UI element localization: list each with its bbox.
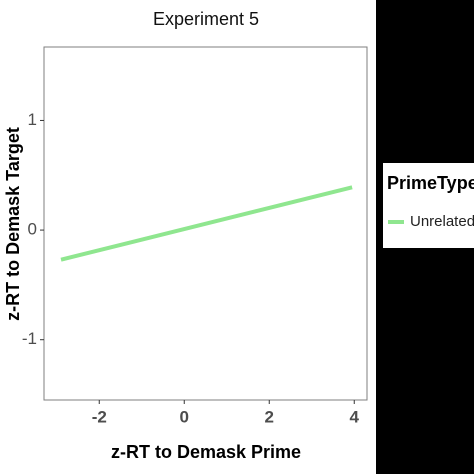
- x-tick-label: 0: [180, 407, 189, 426]
- y-tick-label: 1: [28, 110, 37, 129]
- x-tick-label: -2: [92, 407, 107, 426]
- y-tick-label: -1: [22, 329, 37, 348]
- line: [60, 185, 353, 262]
- x-axis-label: z-RT to Demask Prime: [111, 442, 301, 462]
- y-axis-label: z-RT to Demask Target: [3, 127, 23, 321]
- legend-label: Unrelated: [410, 213, 474, 230]
- legend-title: PrimeType: [387, 173, 474, 193]
- x-tick-label: 4: [350, 407, 360, 426]
- chart-title: Experiment 5: [153, 9, 259, 29]
- x-tick-label: 2: [265, 407, 274, 426]
- legend-box: [383, 163, 474, 248]
- y-tick-label: 0: [28, 220, 37, 239]
